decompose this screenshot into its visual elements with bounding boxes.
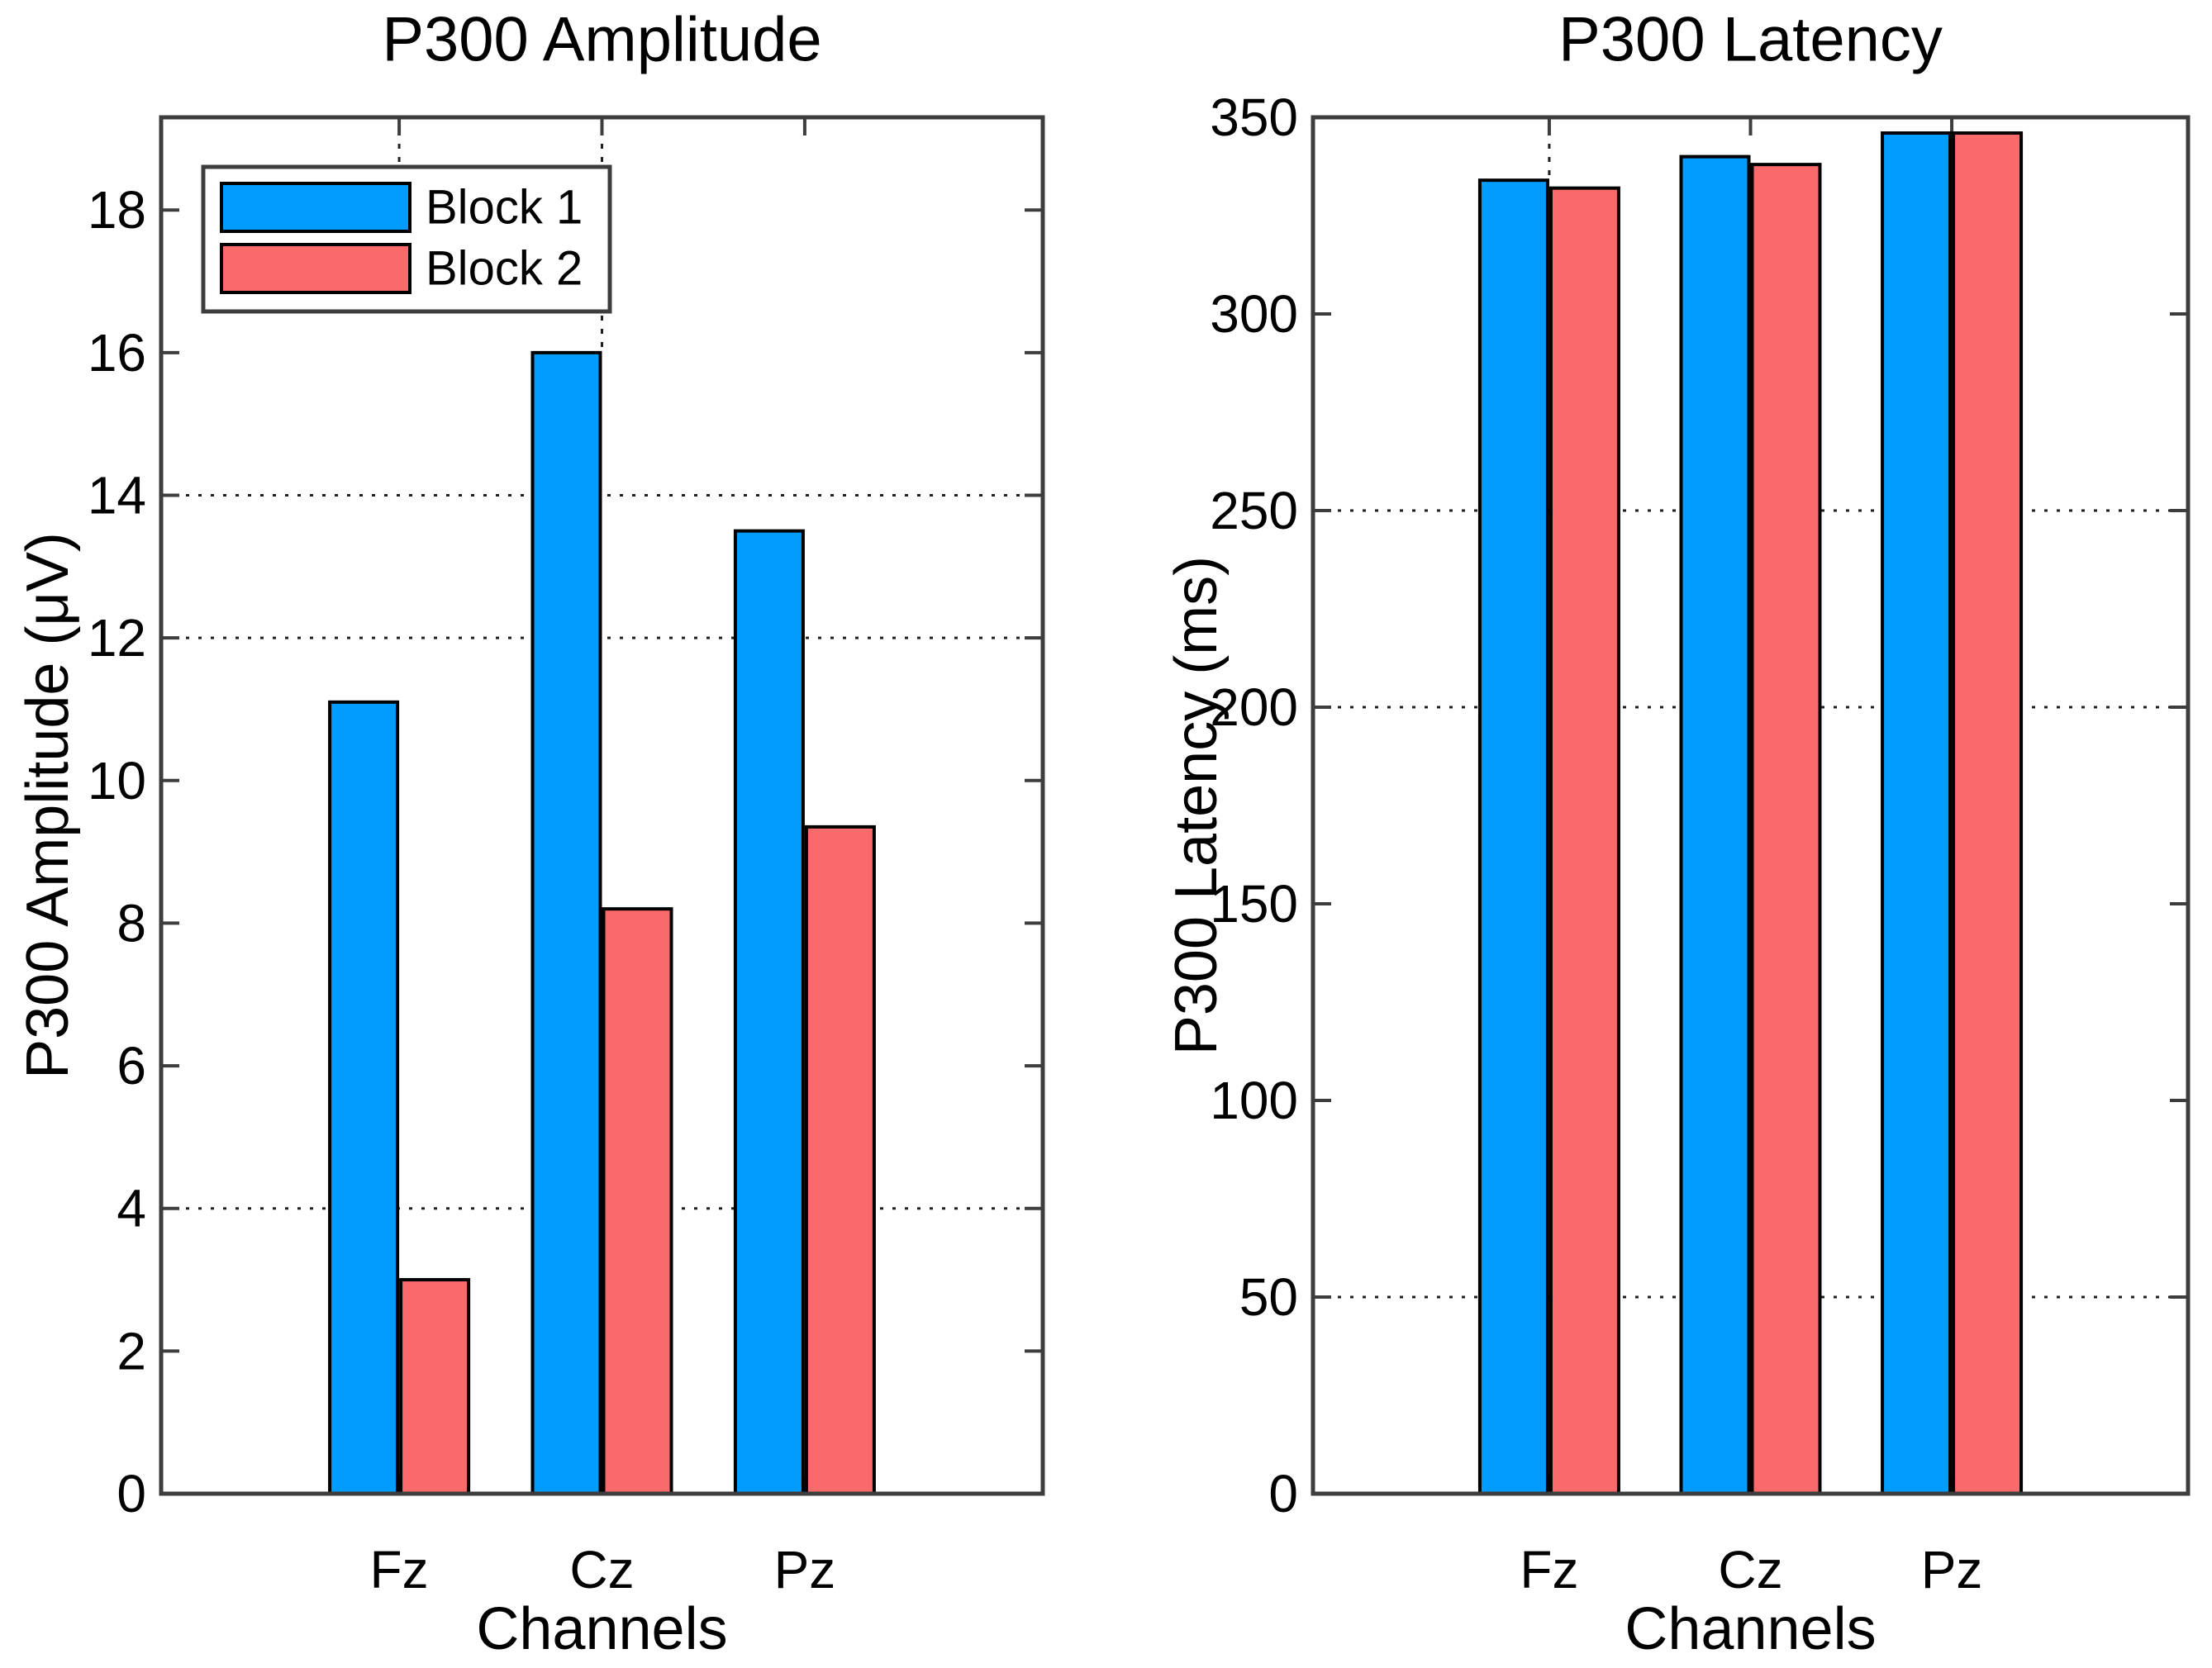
y-tick-label-6: 6 (117, 1036, 146, 1095)
legend-label-block-1: Block 1 (426, 181, 583, 235)
y-tick-label-2: 2 (117, 1321, 146, 1380)
y-tick-label-12: 12 (88, 608, 146, 668)
bar-cz-block-1 (530, 350, 602, 1495)
y-tick-label-300: 300 (1210, 284, 1298, 344)
y-tick-label-4: 4 (117, 1179, 146, 1238)
y-tick-label-16: 16 (88, 323, 146, 383)
y-tick-label-150: 150 (1210, 874, 1298, 934)
y-tick-label-0: 0 (117, 1464, 146, 1523)
y-tick-label-200: 200 (1210, 677, 1298, 737)
x-tick-label-cz: Cz (1718, 1540, 1782, 1599)
legend-swatch-block-1 (220, 182, 411, 233)
chart-title-0: P300 Amplitude (382, 5, 821, 75)
bar-cz-block-1 (1679, 154, 1751, 1496)
x-axis-label-1: Channels (1625, 1596, 1876, 1662)
x-tick-label-pz: Pz (774, 1540, 836, 1599)
bar-fz-block-1 (1477, 178, 1549, 1495)
bar-cz-block-2 (1750, 163, 1822, 1495)
legend-swatch-block-2 (220, 243, 411, 294)
y-tick-label-18: 18 (88, 180, 146, 240)
y-tick-label-0: 0 (1268, 1464, 1298, 1523)
y-tick-label-350: 350 (1210, 88, 1298, 147)
y-axis-label-1: P300 Latency (ms) (1163, 556, 1230, 1055)
x-tick-label-cz: Cz (569, 1540, 634, 1599)
bar-pz-block-1 (733, 529, 805, 1495)
x-axis-label-0: Channels (476, 1596, 727, 1662)
axes-frame-0 (159, 115, 1045, 1496)
y-tick-label-250: 250 (1210, 481, 1298, 540)
bar-fz-block-2 (399, 1278, 471, 1495)
legend-label-block-2: Block 2 (426, 242, 583, 296)
bar-pz-block-2 (1952, 131, 2024, 1495)
bar-pz-block-1 (1881, 131, 1953, 1495)
x-tick-label-fz: Fz (370, 1540, 429, 1599)
bar-pz-block-2 (804, 824, 876, 1495)
x-tick-label-fz: Fz (1520, 1540, 1578, 1599)
y-axis-label-0: P300 Amplitude (μV) (15, 532, 81, 1079)
chart-title-1: P300 Latency (1558, 5, 1943, 75)
x-tick-label-pz: Pz (1921, 1540, 1983, 1599)
axes-frame-1 (1311, 115, 2191, 1496)
bar-fz-block-2 (1548, 186, 1620, 1495)
y-tick-label-8: 8 (117, 893, 146, 953)
y-tick-label-14: 14 (88, 466, 146, 525)
bar-cz-block-2 (602, 907, 673, 1495)
y-tick-label-10: 10 (88, 751, 146, 810)
y-tick-label-50: 50 (1239, 1267, 1298, 1327)
y-tick-label-100: 100 (1210, 1071, 1298, 1130)
bar-fz-block-1 (328, 700, 400, 1495)
